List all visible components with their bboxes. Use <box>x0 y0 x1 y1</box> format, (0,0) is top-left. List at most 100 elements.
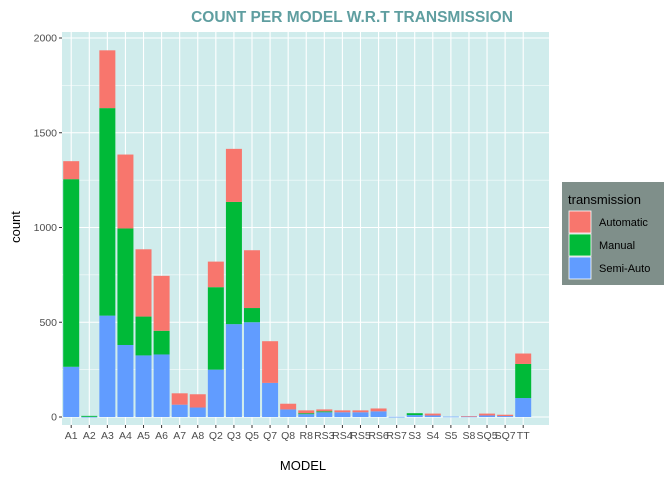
bar-q7-automatic <box>262 341 279 383</box>
bar-q3-semi-auto <box>225 324 242 417</box>
plot-panel <box>62 32 549 425</box>
bar-s3-manual <box>406 413 423 416</box>
x-tick-label: SQ5 <box>477 430 498 442</box>
bar-q5-manual <box>244 308 260 323</box>
bar-rs6-automatic <box>370 408 387 412</box>
bar-a7-semi-auto <box>171 404 188 417</box>
x-tick-label: TT <box>517 430 530 442</box>
legend-label: Manual <box>599 240 635 252</box>
legend-key-manual <box>568 233 592 257</box>
x-tick-label: A7 <box>173 430 186 442</box>
x-tick-label: S3 <box>408 430 421 442</box>
x-tick-label: A8 <box>191 430 204 442</box>
bar-a1-manual <box>63 179 80 367</box>
bar-a5-semi-auto <box>135 355 152 417</box>
bar-a7-automatic <box>171 393 188 405</box>
bar-q8-automatic <box>280 403 297 410</box>
legend-label: Semi-Auto <box>599 263 650 275</box>
legend-key-automatic <box>568 210 592 234</box>
bar-rs4-automatic <box>334 410 351 413</box>
x-tick-label: RS6 <box>368 430 389 442</box>
bar-a6-manual <box>153 330 170 355</box>
x-tick-label: A4 <box>119 430 132 442</box>
bar-a3-semi-auto <box>99 315 116 417</box>
bar-rs6-semi-auto <box>370 411 387 417</box>
x-tick-label: A3 <box>101 430 114 442</box>
bar-s8-automatic <box>460 416 477 417</box>
bar-a6-semi-auto <box>153 354 170 417</box>
bar-a8-automatic <box>189 394 206 408</box>
bar-a5-automatic <box>135 249 152 317</box>
bar-a1-automatic <box>63 161 80 180</box>
legend-key-semi-auto <box>568 256 592 280</box>
legend-title: transmission <box>568 192 641 207</box>
y-axis-ticks: 0 500 1000 1500 2000 <box>34 33 62 424</box>
bar-a1-semi-auto <box>63 366 80 417</box>
x-tick-label: S4 <box>426 430 439 442</box>
bar-a5-manual <box>135 316 152 356</box>
x-tick-label: A1 <box>65 430 78 442</box>
bar-rs5-automatic <box>352 410 369 413</box>
bar-s4-automatic <box>424 413 441 416</box>
bar-a6-automatic <box>153 275 170 331</box>
bar-s5-semi-auto <box>442 416 459 418</box>
x-tick-label: Q5 <box>245 430 259 442</box>
y-axis-title: count <box>8 211 23 243</box>
x-tick-label: S8 <box>463 430 476 442</box>
y-tick-label: 500 <box>39 317 57 329</box>
bar-s8-semi-auto <box>460 416 477 418</box>
bar-q2-automatic <box>207 261 224 288</box>
bar-a8-semi-auto <box>189 407 206 417</box>
bar-q7-semi-auto <box>262 382 279 417</box>
bar-rs5-semi-auto <box>352 412 369 417</box>
bar-a2-manual <box>81 415 98 417</box>
y-tick-label: 2000 <box>34 33 58 45</box>
bar-tt-automatic <box>515 353 532 364</box>
bar-sq5-semi-auto <box>479 415 496 417</box>
x-tick-label: RS3 <box>314 430 335 442</box>
y-tick-label: 1000 <box>34 222 58 234</box>
x-tick-label: RS7 <box>386 430 407 442</box>
bar-a3-automatic <box>99 50 116 109</box>
x-tick-label: Q8 <box>281 430 295 442</box>
y-tick-label: 0 <box>51 412 57 424</box>
bar-q2-semi-auto <box>207 369 224 417</box>
bar-s4-semi-auto <box>424 415 441 417</box>
bar-r8-semi-auto <box>298 414 315 417</box>
legend-label: Automatic <box>599 217 648 229</box>
bar-a2-semi-auto <box>81 416 98 418</box>
bar-r8-manual <box>298 413 315 415</box>
bars <box>63 50 532 418</box>
bar-q5-automatic <box>244 250 260 309</box>
x-tick-label: A5 <box>137 430 150 442</box>
x-axis-ticks: A1 A2 A3 A4 A5 A6 A7 A8 Q2 Q3 Q5 Q7 Q8 R8 RS3RS4RS5RS6… <box>65 425 530 442</box>
x-tick-label: Q2 <box>209 430 223 442</box>
x-tick-label: SQ7 <box>495 430 516 442</box>
bar-a3-manual <box>99 108 116 316</box>
chart-title: COUNT PER MODEL W.R.T TRANSMISSION <box>191 9 513 26</box>
x-tick-label: Q3 <box>227 430 241 442</box>
bar-r8-automatic <box>298 410 315 414</box>
bar-rs7-semi-auto <box>388 416 405 418</box>
bar-sq7-semi-auto <box>497 416 514 417</box>
bar-rs3-automatic <box>316 409 333 412</box>
legend: transmission Automatic Manual Semi-Auto <box>562 182 664 285</box>
bar-s3-semi-auto <box>406 415 423 417</box>
y-tick-label: 1500 <box>34 127 58 139</box>
bar-rs3-semi-auto <box>316 412 333 417</box>
bar-q3-automatic <box>225 148 242 202</box>
bar-a4-manual <box>117 228 134 345</box>
bar-tt-manual <box>515 363 532 399</box>
bar-sq7-automatic <box>497 414 514 417</box>
x-tick-label: Q7 <box>263 430 277 442</box>
bar-a4-semi-auto <box>117 344 134 417</box>
bar-q2-manual <box>207 287 224 370</box>
bar-rs4-semi-auto <box>334 412 351 417</box>
x-tick-label: RS5 <box>350 430 371 442</box>
x-tick-label: RS4 <box>332 430 353 442</box>
bar-sq5-automatic <box>479 413 496 416</box>
bar-q8-semi-auto <box>280 409 297 417</box>
bar-q3-manual <box>225 201 242 325</box>
x-tick-label: R8 <box>300 430 314 442</box>
